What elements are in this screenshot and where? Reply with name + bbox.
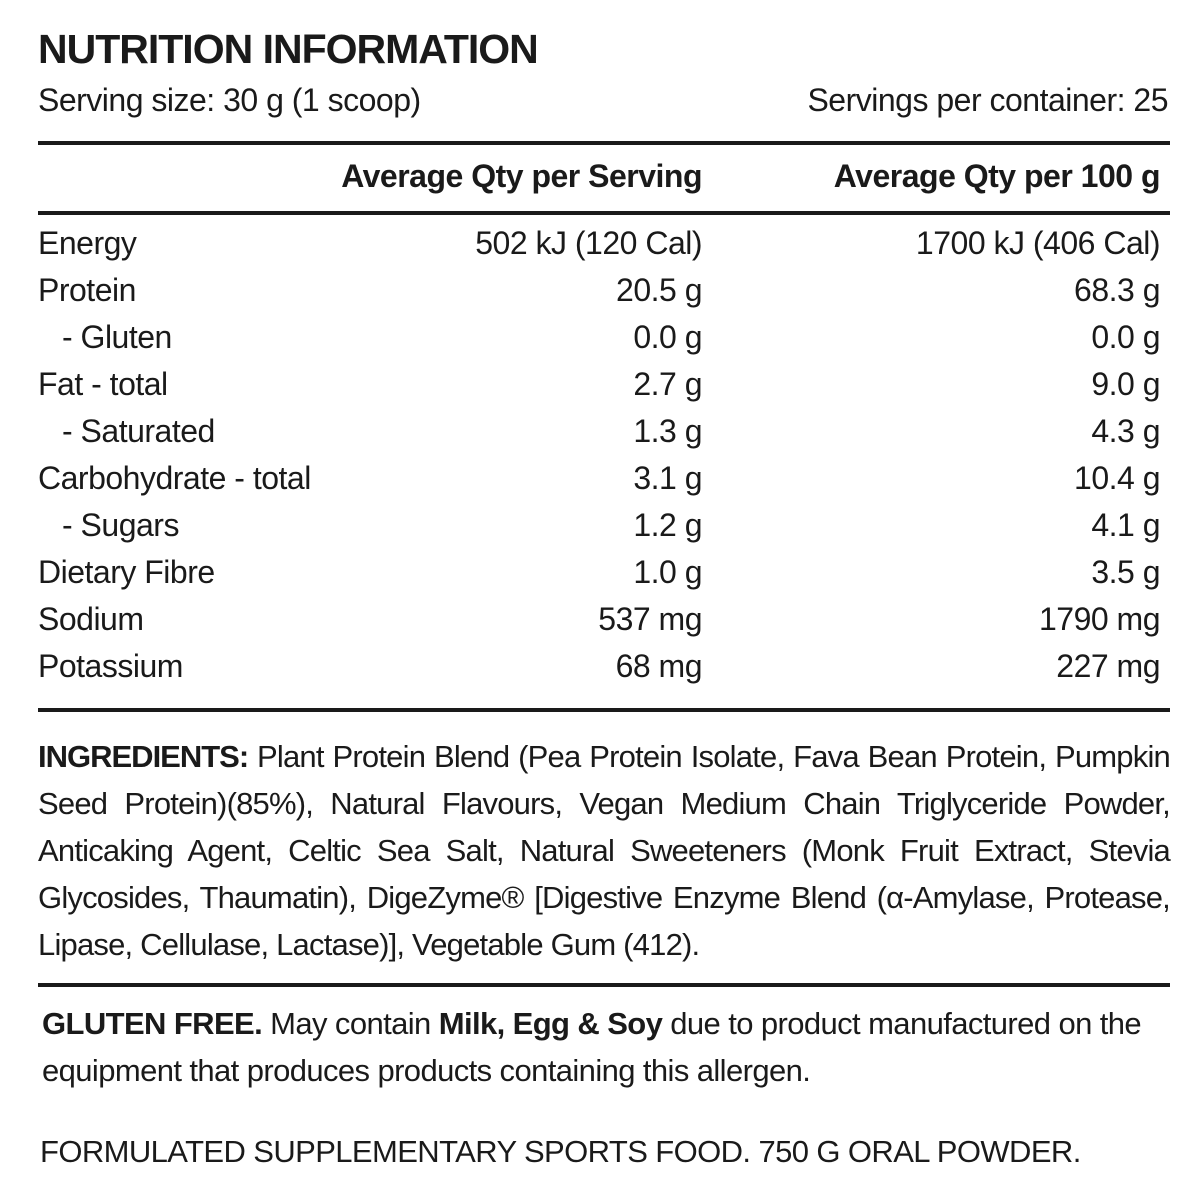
nutrient-name: Dietary Fibre [38,554,215,590]
allergen-segment: Milk, Egg & Soy [438,1006,663,1041]
per-100g: 9.0 g [1091,366,1160,402]
per-100g: 4.1 g [1091,507,1160,543]
per-100g: 10.4 g [1074,460,1160,496]
nutrient-name: Sodium [38,601,144,637]
per-serving: 20.5 g [616,272,702,308]
nutrient-name: - Sugars [62,507,179,543]
per-100g: 3.5 g [1091,554,1160,590]
footer: FORMULATED SUPPLEMENTARY SPORTS FOOD. 75… [40,1134,1081,1169]
rule [38,211,1170,215]
nutrient-name: Energy [38,225,137,261]
rule [38,983,1170,987]
per-serving: 0.0 g [633,319,702,355]
per-serving: 1.0 g [633,554,702,590]
per-serving: 502 kJ (120 Cal) [475,225,702,261]
serving-size: Serving size: 30 g (1 scoop) [38,82,421,118]
nutrient-name: Potassium [38,648,183,684]
allergen-segment: May contain [270,1006,431,1041]
per-serving: 1.2 g [633,507,702,543]
per-100g: 4.3 g [1091,413,1160,449]
ingredients-label: INGREDIENTS: [38,739,249,774]
per-serving: 2.7 g [633,366,702,402]
per-100g: 1790 mg [1038,601,1161,637]
allergen-statement: GLUTEN FREE. May contain Milk, Egg & Soy… [42,1000,1170,1094]
ingredients-text: Plant Protein Blend (Pea Protein Isolate… [38,739,1171,962]
nutrient-name: Protein [38,272,136,308]
per-serving: 3.1 g [633,460,702,496]
per-100g: 1700 kJ (406 Cal) [915,225,1161,261]
column-header: Average Qty per Serving [341,158,702,194]
title: NUTRITION INFORMATION [38,26,539,72]
nutrient-name: Carbohydrate - total [38,460,311,496]
column-header: Average Qty per 100 g [833,158,1161,194]
per-serving: 68 mg [615,648,703,684]
rule [38,708,1170,712]
ingredients: INGREDIENTS: Plant Protein Blend (Pea Pr… [38,733,1171,968]
nutrient-name: Fat - total [38,366,168,402]
nutrient-name: - Saturated [62,413,215,449]
per-serving: 537 mg [598,601,702,637]
per-100g: 68.3 g [1074,272,1160,308]
per-100g: 0.0 g [1091,319,1160,355]
servings-per-container: Servings per container: 25 [807,82,1168,118]
rule [38,141,1170,145]
allergen-segment: GLUTEN FREE. [42,1006,263,1041]
nutrient-name: - Gluten [62,319,172,355]
allergen-segment: due to product manufactured on the equip… [42,1006,1142,1088]
per-serving: 1.3 g [633,413,702,449]
per-100g: 227 mg [1056,648,1160,684]
